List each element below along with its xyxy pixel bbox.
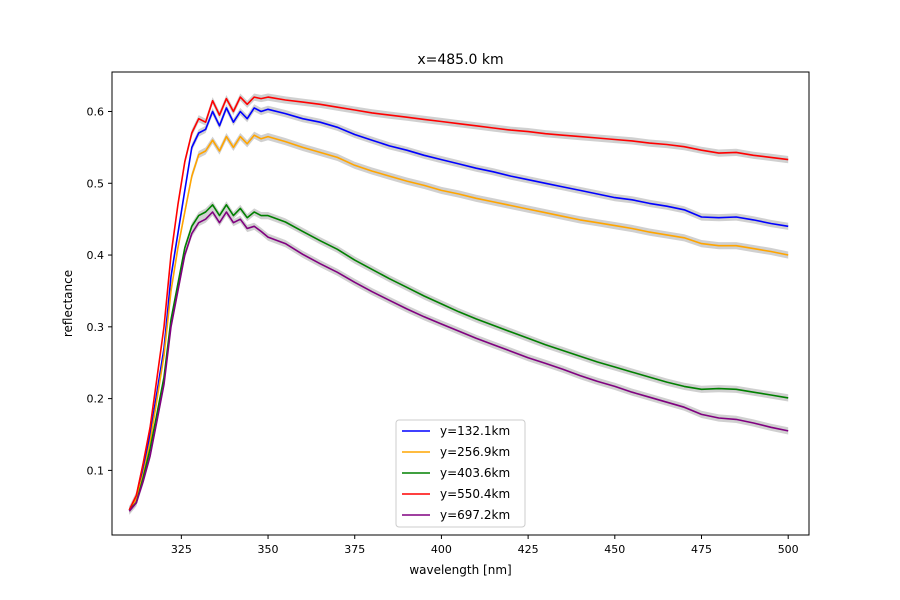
chart-title: x=485.0 km: [417, 52, 503, 68]
series-line-5: [128, 211, 789, 512]
legend-box: [395, 419, 526, 528]
x-tick-label: 450: [604, 543, 625, 556]
x-axis-ticks: 325 350 375 400 425 450 475 500: [171, 535, 799, 556]
series-line-3: [128, 204, 789, 511]
legend-label-1: y=132.1km: [440, 424, 510, 438]
x-tick-label: 325: [171, 543, 192, 556]
legend-label-4: y=550.4km: [440, 487, 510, 501]
series-line-1: [128, 107, 789, 511]
series-line-2: [128, 134, 789, 511]
y-tick-label: 0.4: [87, 249, 105, 262]
legend: y=132.1km y=256.9km y=403.6km y=550.4km y=69…: [395, 419, 526, 528]
series-lines: [128, 96, 789, 512]
x-tick-label: 500: [778, 543, 799, 556]
x-tick-label: 425: [518, 543, 539, 556]
y-tick-label: 0.5: [87, 177, 105, 190]
legend-label-3: y=403.6km: [440, 466, 510, 480]
y-axis-label: reflectance: [61, 270, 75, 337]
x-tick-label: 350: [258, 543, 279, 556]
legend-label-2: y=256.9km: [440, 445, 510, 459]
x-tick-label: 400: [431, 543, 452, 556]
x-axis-label: wavelength [nm]: [409, 563, 511, 577]
plot-frame: [111, 71, 810, 536]
x-tick-label: 475: [691, 543, 712, 556]
y-tick-label: 0.2: [87, 393, 105, 406]
y-tick-label: 0.1: [87, 464, 105, 477]
legend-label-5: y=697.2km: [440, 508, 510, 522]
y-tick-label: 0.3: [87, 321, 105, 334]
y-axis-ticks: 0.1 0.2 0.3 0.4 0.5 0.6: [87, 105, 112, 477]
x-tick-label: 375: [344, 543, 365, 556]
y-tick-label: 0.6: [87, 105, 105, 118]
series-line-4: [128, 96, 789, 511]
